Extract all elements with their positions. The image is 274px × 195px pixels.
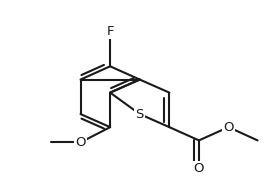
Text: F: F (106, 25, 114, 38)
Text: O: O (194, 162, 204, 175)
Text: O: O (75, 136, 86, 149)
Text: S: S (136, 108, 144, 121)
Text: O: O (223, 121, 234, 134)
